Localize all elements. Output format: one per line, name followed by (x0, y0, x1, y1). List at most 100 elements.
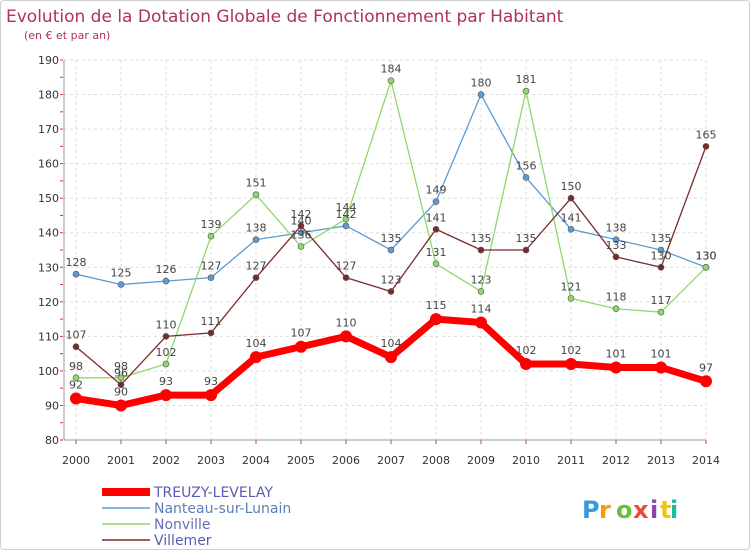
data-point (205, 389, 217, 402)
data-point (565, 358, 577, 370)
x-tick-label: 2002 (152, 454, 180, 467)
data-point (297, 222, 305, 230)
data-point (432, 260, 440, 268)
data-point (657, 263, 665, 271)
data-label: 121 (561, 280, 582, 293)
axis-layer: 80 90 100 110 120 130 140 150 160 170 180 190 2000 20… (38, 54, 720, 467)
y-tick-label: 160 (38, 158, 59, 171)
data-label: 97 (699, 361, 713, 374)
data-label: 125 (111, 267, 132, 280)
data-point (610, 361, 622, 374)
data-point (72, 270, 80, 278)
y-tick-label: 90 (45, 399, 59, 412)
data-point (115, 399, 127, 412)
data-point (430, 313, 442, 326)
legend-entry: TREUZY-LEVELAY (153, 485, 273, 501)
data-point (657, 246, 665, 254)
data-label: 111 (201, 315, 222, 328)
data-label: 127 (201, 260, 222, 273)
data-label: 117 (651, 294, 672, 307)
data-point (655, 361, 667, 374)
data-point (252, 191, 260, 199)
data-label: 93 (159, 375, 173, 388)
logo-letter: x (633, 496, 649, 524)
chart-subtitle: (en € et par an) (24, 29, 110, 42)
data-label: 135 (651, 232, 672, 245)
data-label: 126 (156, 263, 177, 276)
data-point (387, 77, 395, 85)
x-tick-label: 2006 (332, 454, 360, 467)
data-point (387, 246, 395, 254)
data-point (432, 225, 440, 233)
data-point (117, 374, 125, 382)
data-label: 130 (696, 249, 717, 262)
data-label: 114 (471, 303, 492, 316)
data-point (70, 392, 82, 405)
data-label: 142 (291, 208, 312, 221)
data-point (567, 194, 575, 202)
data-label: 142 (336, 208, 357, 221)
data-label: 151 (246, 177, 267, 190)
data-point (520, 358, 532, 370)
legend-entry: Villemer (154, 533, 212, 549)
data-label: 104 (381, 337, 402, 350)
data-point (295, 340, 307, 353)
data-label: 135 (471, 232, 492, 245)
x-tick-label: 2007 (377, 454, 405, 467)
data-label: 184 (381, 63, 402, 76)
y-tick-label: 110 (38, 330, 59, 343)
logo-letter: t (660, 496, 671, 524)
data-label: 156 (516, 159, 537, 172)
data-point (612, 236, 620, 243)
data-label: 130 (696, 249, 717, 262)
data-point (297, 229, 305, 237)
data-point (477, 91, 485, 98)
data-label: 136 (291, 229, 312, 242)
data-label: 101 (651, 347, 672, 360)
x-tick-label: 2010 (512, 454, 540, 467)
x-tick-label: 2003 (197, 454, 225, 467)
legend-entry: Nanteau-sur-Lunain (154, 501, 291, 517)
y-tick-label: 80 (45, 434, 59, 447)
data-point (117, 381, 125, 389)
data-point (385, 351, 397, 364)
data-label: 141 (426, 211, 447, 224)
legend-entry: Nonville (154, 517, 210, 533)
data-point (117, 281, 125, 288)
data-point (702, 143, 710, 150)
data-label: 131 (426, 246, 447, 259)
logo-letter: i (670, 496, 678, 524)
x-tick-label: 2005 (287, 454, 315, 467)
data-label: 90 (114, 385, 128, 398)
data-point (72, 343, 80, 351)
y-tick-label: 180 (38, 89, 59, 102)
series-line-1 (75, 93, 707, 286)
y-tick-label: 150 (38, 192, 59, 205)
data-point (612, 305, 620, 313)
data-point (342, 222, 350, 230)
data-label: 123 (471, 273, 492, 286)
data-label: 110 (336, 316, 357, 329)
data-label: 144 (336, 201, 357, 214)
data-point (567, 295, 575, 302)
data-label: 149 (426, 184, 447, 197)
data-label: 115 (426, 299, 447, 312)
data-label: 107 (291, 327, 312, 340)
data-point (612, 253, 620, 261)
y-tick-label: 190 (38, 54, 59, 67)
data-point (342, 274, 350, 281)
data-point (387, 288, 395, 295)
y-tick-label: 140 (38, 227, 59, 240)
data-label: 110 (156, 318, 177, 331)
data-point (252, 236, 260, 243)
data-label: 138 (606, 222, 627, 235)
data-point (700, 375, 712, 388)
data-point (160, 389, 172, 402)
legend: TREUZY-LEVELAYNanteau-sur-LunainNonville… (102, 485, 291, 549)
data-point (432, 198, 440, 205)
data-label: 165 (696, 128, 717, 141)
data-point (475, 316, 487, 329)
data-label: 96 (114, 367, 128, 380)
